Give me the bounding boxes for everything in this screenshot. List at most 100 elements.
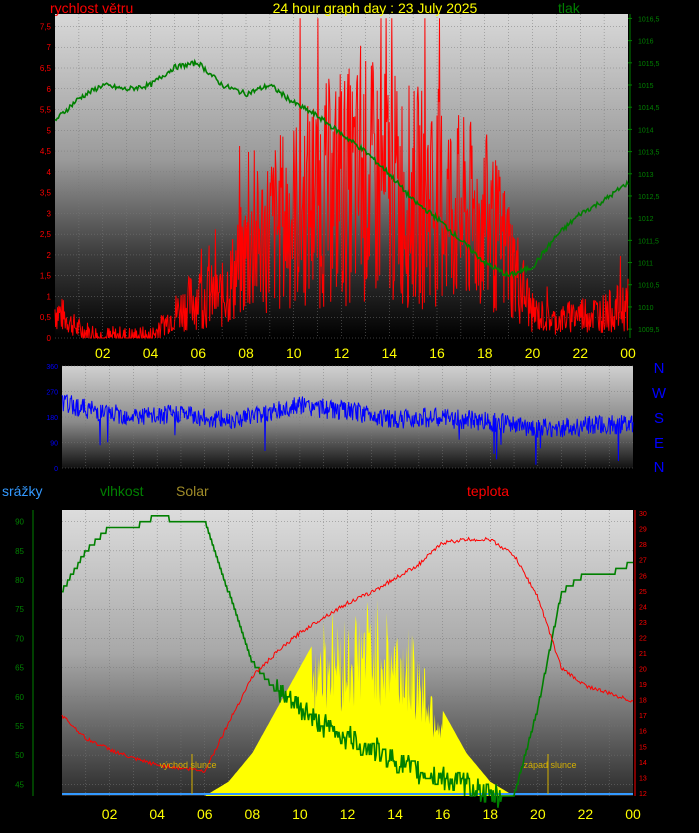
humidity-label: vlhkost <box>100 483 144 499</box>
temperature-tick: 30 <box>639 511 647 518</box>
hour-tick: 18 <box>482 806 498 822</box>
direction-tick: 0 <box>54 466 58 473</box>
temperature-tick: 18 <box>639 698 647 705</box>
pressure-tick: 1016 <box>638 39 654 46</box>
temperature-tick: 23 <box>639 620 647 627</box>
pressure-label: tlak <box>558 0 581 16</box>
pressure-tick: 1015 <box>638 83 654 90</box>
hour-tick: 22 <box>572 345 588 361</box>
hour-tick: 14 <box>387 806 403 822</box>
wind-speed-tick: 7,5 <box>40 22 52 31</box>
humidity-tick: 55 <box>15 722 24 731</box>
temperature-tick: 22 <box>639 635 647 642</box>
pressure-line <box>54 58 629 279</box>
wind-speed-tick: 7 <box>47 43 52 52</box>
temperature-tick: 15 <box>639 744 647 751</box>
humidity-tick: 70 <box>15 634 24 643</box>
hour-tick: 12 <box>340 806 356 822</box>
hour-tick: 00 <box>625 806 641 822</box>
hour-tick: 02 <box>95 345 111 361</box>
direction-tick: 270 <box>46 390 58 397</box>
humidity-tick: 65 <box>15 664 24 673</box>
hour-tick: 08 <box>238 345 254 361</box>
hour-tick: 16 <box>429 345 445 361</box>
direction-letter-n-top: N <box>654 360 665 377</box>
direction-tick: 90 <box>50 441 58 448</box>
wind-speed-tick: 4 <box>47 168 52 177</box>
wind-speed-line <box>54 18 629 340</box>
temperature-tick: 24 <box>639 604 647 611</box>
wind-speed-tick: 0 <box>47 334 52 343</box>
temperature-tick: 16 <box>639 729 647 736</box>
direction-letter-e: E <box>654 435 664 452</box>
pressure-tick: 1011 <box>638 261 653 268</box>
temperature-tick: 27 <box>639 558 647 565</box>
pressure-tick: 1014,5 <box>638 105 660 112</box>
hour-tick: 04 <box>149 806 165 822</box>
temperature-tick: 14 <box>639 760 647 767</box>
hour-tick: 08 <box>245 806 261 822</box>
pressure-tick: 1013,5 <box>638 150 660 157</box>
humidity-line <box>62 514 633 808</box>
pressure-tick: 1013 <box>638 172 654 179</box>
wind-speed-tick: 5,5 <box>40 106 52 115</box>
rain-label: srážky <box>2 483 42 499</box>
hour-tick: 10 <box>286 345 302 361</box>
humidity-tick: 45 <box>15 780 24 789</box>
hour-tick: 16 <box>435 806 451 822</box>
hour-tick: 14 <box>381 345 397 361</box>
hour-tick: 18 <box>477 345 493 361</box>
temperature-tick: 26 <box>639 573 647 580</box>
wind-speed-tick: 6 <box>47 85 52 94</box>
solar-label: Solar <box>176 483 209 499</box>
temperature-tick: 19 <box>639 682 647 689</box>
hour-tick: 00 <box>620 345 636 361</box>
hour-tick: 12 <box>334 345 350 361</box>
wind-speed-tick: 3,5 <box>40 189 52 198</box>
pressure-tick: 1014 <box>638 127 654 134</box>
pressure-tick: 1012,5 <box>638 194 660 201</box>
humidity-tick: 75 <box>15 605 24 614</box>
direction-tick: 360 <box>46 364 58 371</box>
humidity-tick: 50 <box>15 751 24 760</box>
hour-tick: 06 <box>190 345 206 361</box>
pressure-tick: 1012 <box>638 216 654 223</box>
hour-tick: 04 <box>143 345 159 361</box>
wind-speed-tick: 5 <box>47 126 52 135</box>
direction-letter-n-bottom: N <box>654 459 665 476</box>
direction-letter-s: S <box>654 410 664 427</box>
pressure-tick: 1010,5 <box>638 283 660 290</box>
temperature-line <box>61 536 634 773</box>
temperature-tick: 12 <box>639 791 647 798</box>
humidity-tick: 80 <box>15 576 24 585</box>
pressure-tick: 1011,5 <box>638 238 659 245</box>
chart-title: 24 hour graph day : 23 July 2025 <box>273 0 478 16</box>
humidity-tick: 85 <box>15 547 24 556</box>
wind-direction-line <box>61 394 634 465</box>
hour-tick: 20 <box>525 345 541 361</box>
hour-tick: 10 <box>292 806 308 822</box>
wind-speed-tick: 1,5 <box>40 272 52 281</box>
sunset-annotation: západ slunce <box>523 760 576 770</box>
pressure-tick: 1015,5 <box>638 61 660 68</box>
hour-tick: 02 <box>102 806 118 822</box>
temperature-tick: 20 <box>639 667 647 674</box>
temperature-tick: 29 <box>639 527 647 534</box>
wind-speed-tick: 6,5 <box>40 64 52 73</box>
wind-speed-label: rychlost větru <box>50 0 133 16</box>
temperature-tick: 13 <box>639 775 647 782</box>
hour-tick: 06 <box>197 806 213 822</box>
solar-area <box>62 599 633 796</box>
temperature-tick: 17 <box>639 713 647 720</box>
temperature-tick: 21 <box>639 651 647 658</box>
hour-tick: 22 <box>578 806 594 822</box>
wind-speed-tick: 1 <box>47 292 52 301</box>
humidity-tick: 90 <box>15 518 24 527</box>
temperature-tick: 28 <box>639 542 647 549</box>
sunrise-annotation: východ slunce <box>159 760 216 770</box>
wind-speed-tick: 0,5 <box>40 313 52 322</box>
direction-letter-w: W <box>652 385 667 402</box>
temperature-label: teplota <box>467 483 509 499</box>
pressure-tick: 1009,5 <box>638 327 660 334</box>
